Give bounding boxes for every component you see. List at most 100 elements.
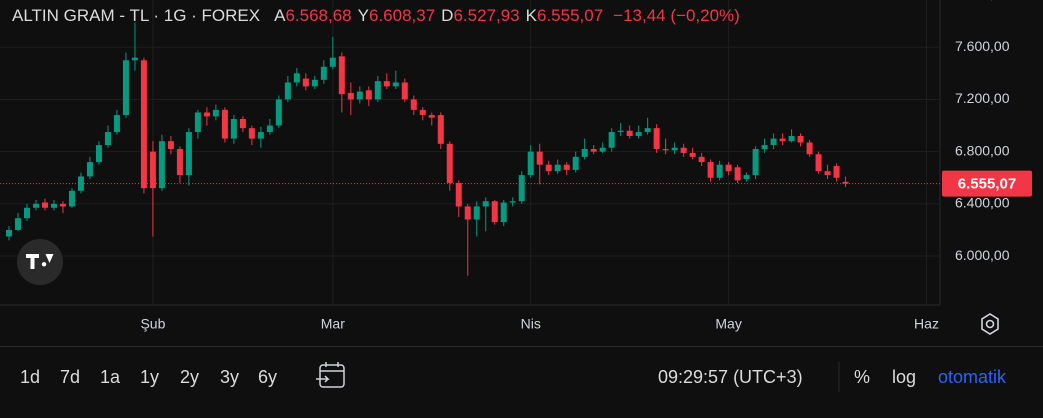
candle-body — [23, 207, 30, 219]
candle-body — [383, 81, 390, 87]
range-button[interactable]: 7d — [60, 367, 81, 387]
candle-body — [401, 82, 408, 100]
candle-body — [482, 201, 489, 207]
change: −13,44 (−0,20%) — [613, 6, 740, 25]
clock[interactable]: 09:29:57 (UTC+3) — [658, 367, 803, 387]
candle-body — [194, 112, 201, 133]
candle-body — [347, 92, 354, 100]
candle-body — [527, 151, 534, 176]
y-tick-label: 8.000,00 — [955, 0, 1010, 2]
candle-body — [419, 109, 426, 116]
candle-body — [563, 164, 570, 170]
candle-body — [833, 165, 840, 178]
ohlc-value: 6.527,93 — [453, 6, 520, 25]
x-tick-label: May — [715, 316, 741, 332]
candle-body — [599, 147, 606, 152]
x-tick-label: Haz — [914, 316, 939, 332]
option-button[interactable]: log — [892, 367, 917, 387]
candle-body — [221, 109, 228, 139]
candle-body — [518, 175, 525, 202]
candle-body — [716, 164, 723, 178]
x-tick-label: Şub — [140, 316, 165, 332]
candle-body — [50, 203, 57, 208]
candle-body — [275, 99, 282, 126]
ohlc-value: 6.568,68 — [285, 6, 352, 25]
candle-body — [293, 73, 300, 83]
candle-body — [626, 130, 633, 136]
candle-body — [203, 112, 210, 117]
candle-body — [32, 203, 39, 208]
ohlc-value: 6.555,07 — [536, 6, 604, 25]
candle-body — [770, 138, 777, 146]
option-button[interactable]: % — [854, 367, 871, 387]
ohlc-key: Y — [357, 6, 369, 25]
candle-body — [707, 162, 714, 178]
candle-body — [5, 229, 12, 237]
range-button[interactable]: 1d — [20, 367, 41, 387]
candle-body — [473, 206, 480, 220]
candle-body — [410, 99, 417, 110]
candle-body — [617, 130, 624, 133]
candle-body — [356, 91, 363, 100]
candle-body — [86, 162, 93, 177]
candle-body — [671, 147, 678, 151]
candle-body — [500, 202, 507, 223]
candle-body — [374, 81, 381, 100]
candle-body — [689, 152, 696, 157]
candle-body — [725, 164, 732, 172]
candle-body — [743, 175, 750, 180]
grid — [0, 0, 941, 306]
candle-body — [680, 147, 687, 153]
candle-body — [581, 149, 588, 157]
range-button[interactable]: 1y — [140, 367, 160, 387]
candle-body — [572, 156, 579, 170]
candle-body — [455, 182, 462, 207]
y-tick-label: 7.600,00 — [955, 38, 1010, 54]
ohlc-key: D — [441, 6, 454, 25]
logo[interactable] — [17, 239, 63, 285]
x-tick-label: Mar — [321, 316, 345, 332]
candle-body — [95, 145, 102, 163]
range-button[interactable]: 1a — [100, 367, 121, 387]
y-tick-label: 6.000,00 — [955, 247, 1010, 263]
candle-body — [779, 138, 786, 142]
candle-body — [437, 115, 444, 144]
ohlc-key: K — [525, 6, 537, 25]
candle-body — [752, 149, 759, 176]
candle-body — [464, 206, 471, 220]
candle-body — [653, 128, 660, 150]
candle-body — [248, 128, 255, 139]
candle-body — [131, 57, 138, 61]
candle-body — [554, 164, 561, 172]
candle-body — [167, 141, 174, 150]
candle-body — [140, 60, 147, 189]
candle-body — [302, 78, 309, 87]
candle-body — [608, 132, 615, 148]
y-tick-label: 6.800,00 — [955, 142, 1010, 158]
chart: 6.000,00 6.400,00 6.800,00 7.200,00 7.600,00… — [0, 0, 1032, 335]
candle-body — [536, 151, 543, 165]
option-button[interactable]: otomatik — [938, 367, 1007, 387]
candle-body — [329, 57, 336, 67]
compare-icon[interactable] — [312, 357, 352, 397]
range-button[interactable]: 3y — [220, 367, 240, 387]
candle-body — [77, 176, 84, 191]
ohlc-key: A — [274, 6, 286, 25]
range-button[interactable]: 6y — [258, 367, 278, 387]
symbol: ALTIN GRAM - TL · 1G · FOREX — [12, 6, 261, 25]
candle-body — [662, 149, 669, 151]
candle-body — [68, 190, 75, 207]
candle-body — [635, 132, 642, 136]
candle-body — [338, 56, 345, 95]
candle-body — [41, 202, 48, 208]
settings-icon[interactable] — [981, 313, 999, 335]
candle-body — [545, 164, 552, 172]
last-price-box — [942, 170, 1032, 197]
candle-body — [59, 203, 66, 207]
range-button[interactable]: 2y — [180, 367, 200, 387]
candle-body — [824, 171, 831, 176]
candle-body — [842, 181, 849, 184]
candle-body — [392, 82, 399, 87]
candle-body — [446, 143, 453, 183]
